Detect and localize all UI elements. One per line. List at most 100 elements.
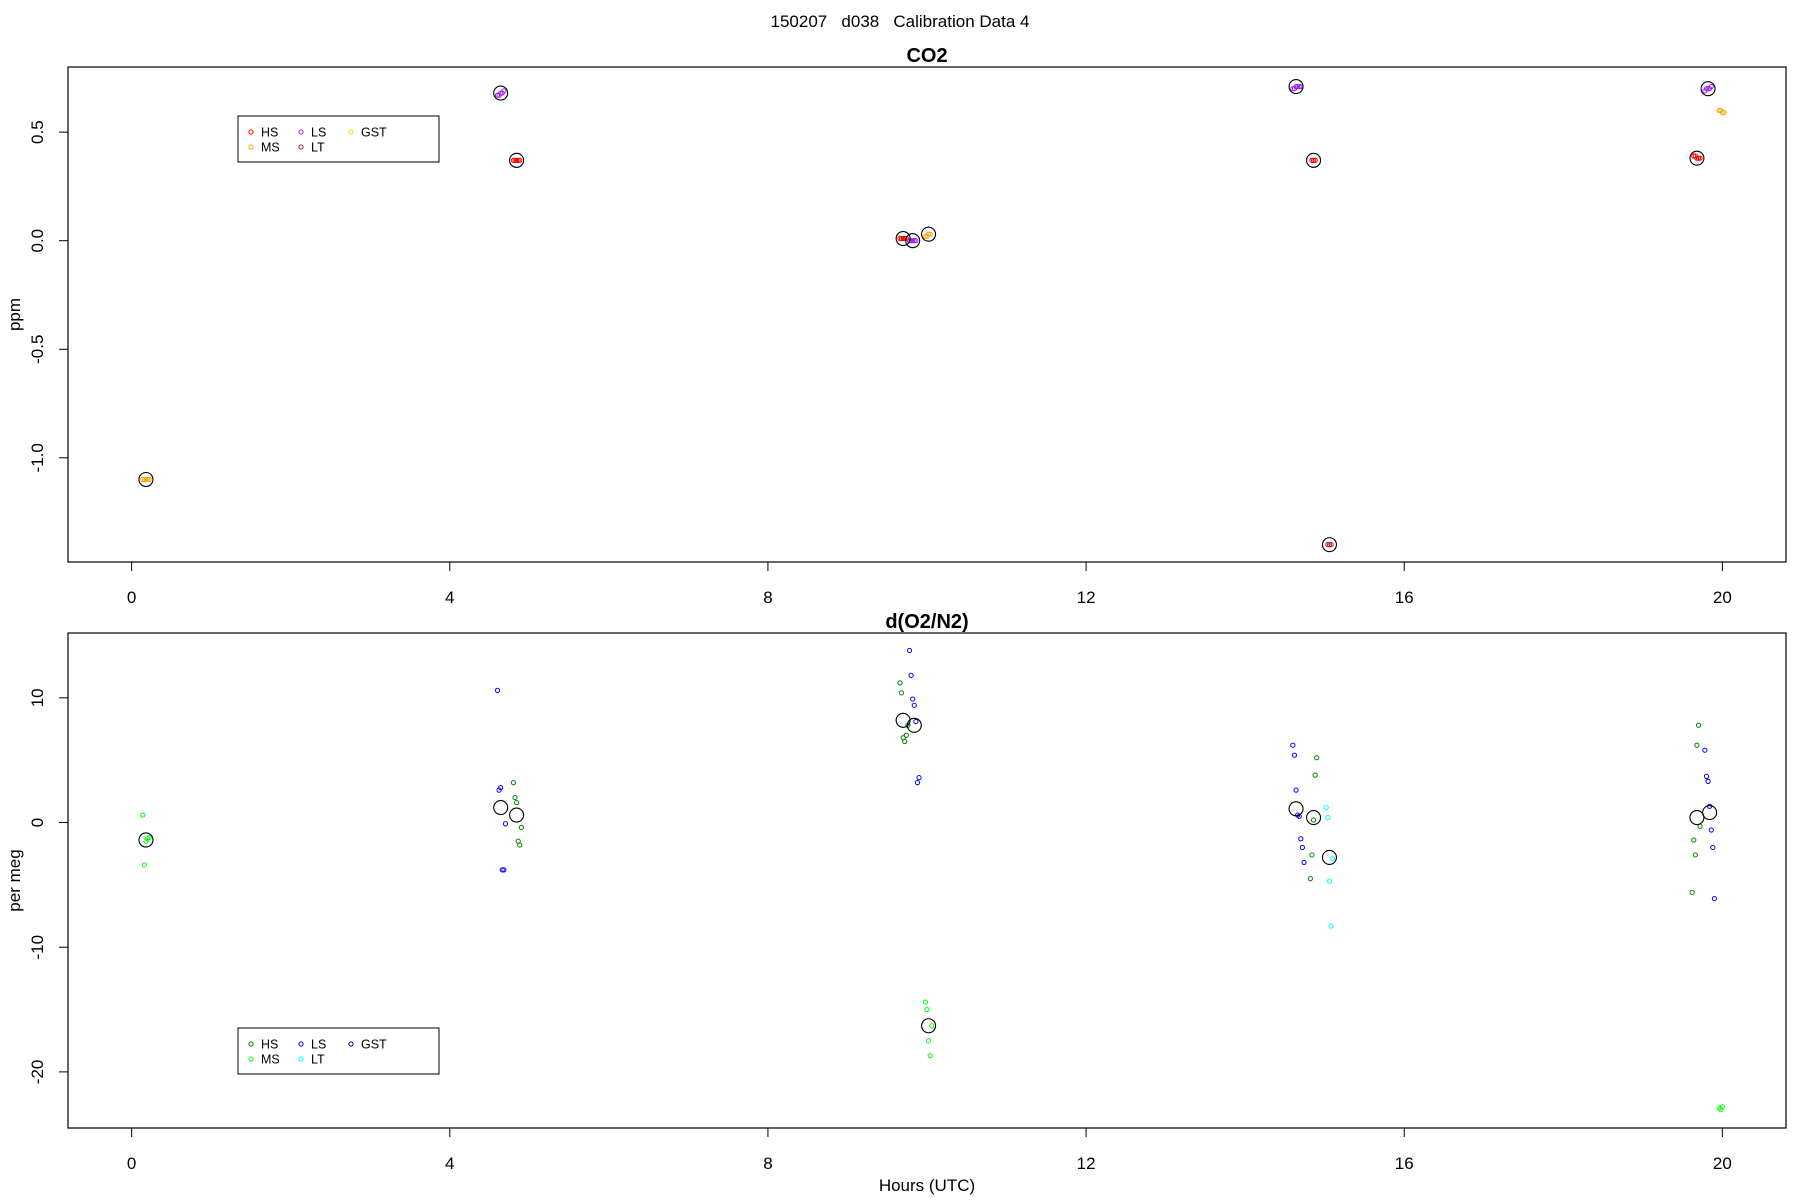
data-point (910, 238, 916, 244)
data-point (1694, 742, 1700, 748)
data-point (494, 687, 501, 693)
mean-point (895, 230, 911, 247)
data-point (502, 821, 509, 827)
data-point (140, 476, 146, 483)
data-point (510, 780, 517, 786)
data-point (1711, 895, 1718, 902)
x-tick-label: 4 (445, 588, 454, 607)
x-tick-label: 16 (1395, 588, 1414, 607)
data-point (929, 1023, 935, 1029)
mean-point (509, 152, 525, 168)
legend-marker (348, 1041, 354, 1047)
data-point (906, 647, 913, 654)
x-tick-label: 8 (763, 1154, 772, 1173)
data-point (911, 702, 917, 708)
x-tick-label: 16 (1395, 1154, 1414, 1173)
x-tick-label: 0 (127, 1154, 136, 1173)
data-point (1328, 542, 1334, 548)
data-point (908, 238, 914, 244)
x-axis-label: Hours (UTC) (879, 1176, 975, 1195)
data-point (1689, 889, 1695, 895)
data-point (1310, 817, 1317, 823)
y-tick-label: 10 (28, 688, 47, 707)
data-point (897, 680, 903, 686)
series-LT (1325, 542, 1334, 548)
legend-label: MS (261, 1053, 280, 1067)
data-point (512, 794, 518, 801)
mean-point (493, 85, 509, 101)
mean-point (921, 1018, 937, 1034)
data-point (1293, 83, 1299, 90)
data-point (512, 157, 518, 163)
mean-point (921, 226, 937, 242)
legend-label: MS (261, 141, 280, 155)
data-point (1293, 787, 1299, 793)
y-tick-label: -0.5 (28, 335, 47, 364)
data-point (927, 231, 933, 237)
y-tick-label: 0 (28, 818, 47, 827)
data-point (1307, 876, 1313, 882)
data-point (146, 476, 152, 483)
data-point (517, 842, 523, 848)
legend-box (237, 1027, 440, 1075)
data-point (1325, 814, 1331, 821)
data-point (146, 834, 152, 841)
mean-point (906, 717, 922, 733)
data-point (1309, 852, 1315, 858)
mean-point (1306, 152, 1322, 168)
mean-point (1700, 81, 1716, 97)
mean-point (1288, 801, 1304, 817)
data-point (499, 867, 505, 873)
data-point (1325, 542, 1331, 548)
data-point (913, 718, 919, 725)
data-point (925, 1038, 932, 1044)
x-tick-label: 0 (127, 588, 136, 607)
data-point (902, 235, 908, 242)
data-point (1296, 813, 1302, 819)
data-point (906, 238, 913, 244)
data-point (1708, 83, 1714, 90)
legend-marker (248, 144, 254, 150)
y-axis-label: per meg (5, 849, 24, 911)
data-point (513, 157, 520, 163)
mean-point (1321, 849, 1338, 865)
data-point (922, 999, 929, 1005)
data-point (141, 862, 147, 868)
data-point (1312, 157, 1318, 163)
data-point (911, 238, 917, 244)
data-point (914, 780, 921, 786)
data-point (1721, 109, 1727, 116)
legend-marker (298, 1041, 304, 1047)
y-tick-label: -20 (28, 1060, 47, 1085)
data-point (515, 157, 521, 163)
mean-point (1702, 804, 1718, 821)
data-point (1707, 803, 1713, 809)
y-tick-label: 0.5 (28, 120, 47, 144)
data-point (898, 235, 905, 242)
data-point (501, 867, 507, 873)
data-point (1710, 844, 1716, 851)
legend-label: LS (311, 126, 326, 140)
data-point (1326, 878, 1333, 884)
y-tick-label: -10 (28, 935, 47, 960)
data-point (1695, 722, 1702, 728)
legend-marker (248, 1056, 254, 1062)
data-point (1328, 923, 1334, 929)
data-point (518, 824, 524, 831)
data-point (925, 231, 932, 237)
series-LT (1323, 804, 1336, 929)
x-tick-label: 4 (445, 1154, 454, 1173)
data-point (1299, 844, 1306, 851)
mean-point (1689, 150, 1705, 166)
mean-series (138, 78, 1716, 553)
legend-label: HS (261, 1038, 278, 1052)
legend-marker (348, 129, 354, 135)
x-tick-label: 20 (1713, 588, 1732, 607)
data-point (1298, 836, 1304, 842)
legend-label: LS (311, 1038, 326, 1052)
data-point (916, 775, 922, 781)
mean-point (493, 800, 509, 816)
mean-point (138, 471, 154, 488)
